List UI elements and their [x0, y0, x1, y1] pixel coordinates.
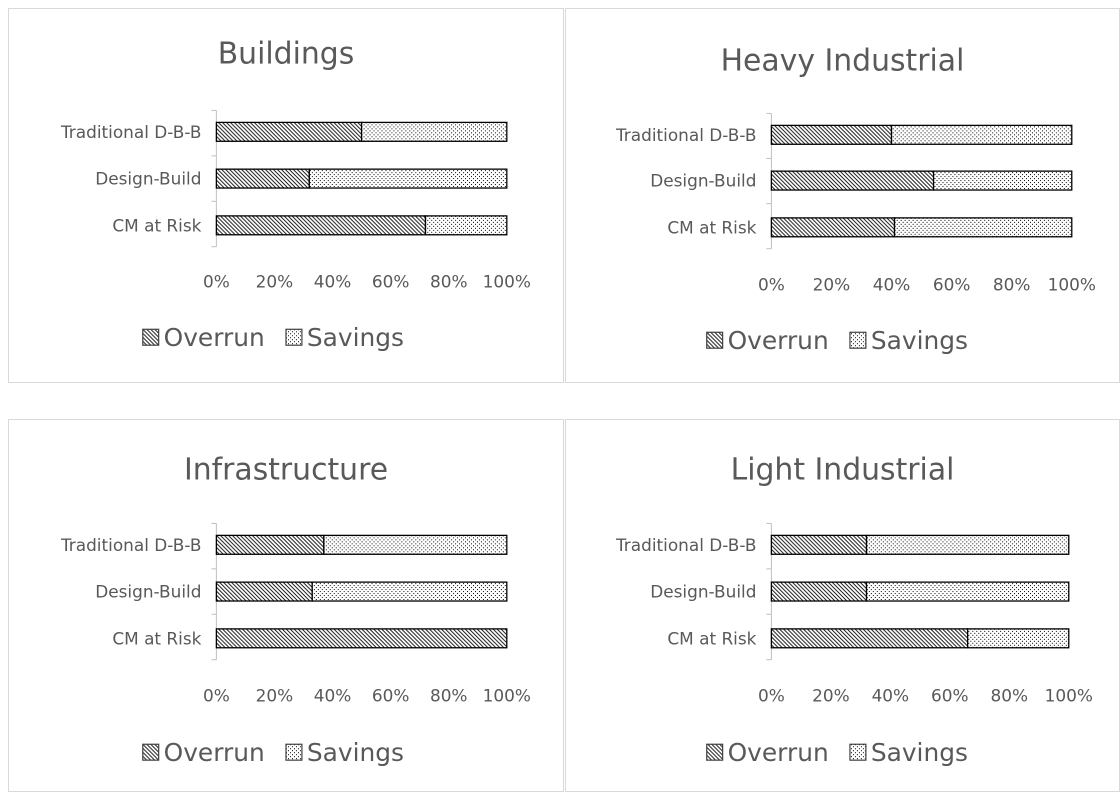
- legend-swatch-overrun: [706, 743, 724, 761]
- legend-label-overrun: Overrun: [164, 738, 265, 767]
- category-label: Design-Build: [95, 582, 201, 602]
- legend-swatch-savings: [285, 328, 303, 346]
- chart-svg: Infrastructure Traditional D-B-B Design-Bu…: [60, 453, 531, 767]
- legend-label-overrun: Overrun: [728, 738, 829, 767]
- x-tick-label: 60%: [933, 274, 971, 294]
- bar-savings-traditional-d-b-b: [360, 121, 508, 142]
- chart-title: Light Industrial: [731, 453, 955, 488]
- x-tick-label: 40%: [314, 272, 352, 292]
- category-label: CM at Risk: [112, 215, 201, 235]
- legend-swatch-savings: [849, 743, 867, 761]
- legend-swatch-savings: [849, 331, 867, 349]
- category-label: CM at Risk: [112, 628, 201, 648]
- bar-overrun-traditional-d-b-b: [770, 534, 868, 555]
- bar-savings-design-build: [932, 170, 1073, 191]
- chart-title: Infrastructure: [184, 453, 388, 488]
- bar-savings-design-build: [865, 581, 1070, 602]
- bar-overrun-traditional-d-b-b: [770, 124, 893, 145]
- bar-savings-traditional-d-b-b: [323, 534, 508, 555]
- chart-svg: Heavy Industrial Traditional D-B-B Design-…: [615, 44, 1096, 356]
- bar-savings-traditional-d-b-b: [865, 534, 1070, 555]
- category-label: Traditional D-B-B: [615, 535, 756, 555]
- x-tick-label: 0%: [203, 272, 230, 292]
- bar-overrun-traditional-d-b-b: [215, 534, 325, 555]
- bar-overrun-cm-at-risk: [215, 628, 508, 649]
- bar-overrun-design-build: [215, 168, 310, 189]
- bar-overrun-cm-at-risk: [215, 215, 427, 236]
- x-tick-label: 80%: [991, 685, 1029, 705]
- x-tick-label: 100%: [1048, 274, 1096, 294]
- legend-label-overrun: Overrun: [164, 323, 265, 352]
- chart-panel-light-industrial: Light Industrial Traditional D-B-B Design-…: [565, 419, 1120, 792]
- chart-title: Buildings: [218, 37, 355, 72]
- bar-savings-traditional-d-b-b: [890, 124, 1073, 145]
- legend-swatch-savings: [285, 743, 303, 761]
- bar-overrun-design-build: [215, 581, 313, 602]
- bar-savings-cm-at-risk: [424, 215, 508, 236]
- legend-label-savings: Savings: [307, 323, 404, 352]
- category-label: Traditional D-B-B: [60, 535, 201, 555]
- legend-swatch-overrun: [142, 743, 160, 761]
- bar-overrun-design-build: [770, 581, 868, 602]
- bar-savings-design-build: [311, 581, 508, 602]
- x-tick-label: 80%: [430, 272, 468, 292]
- x-tick-label: 40%: [314, 685, 352, 705]
- chart-panel-infrastructure: Infrastructure Traditional D-B-B Design-Bu…: [8, 419, 564, 792]
- chart-panel-heavy-industrial: Heavy Industrial Traditional D-B-B Design-…: [565, 8, 1120, 383]
- category-label: Design-Build: [650, 171, 756, 191]
- chart-panel-buildings: Buildings Traditional D-B-B Design-Build CM…: [8, 8, 564, 383]
- legend-label-savings: Savings: [871, 326, 968, 355]
- category-label: Design-Build: [95, 169, 201, 189]
- bar-overrun-traditional-d-b-b: [215, 121, 363, 142]
- category-label: CM at Risk: [667, 217, 756, 237]
- x-tick-label: 60%: [372, 272, 410, 292]
- legend-label-savings: Savings: [871, 738, 968, 767]
- chart-title: Heavy Industrial: [721, 44, 965, 79]
- x-tick-label: 40%: [872, 685, 910, 705]
- legend-label-overrun: Overrun: [728, 326, 829, 355]
- x-tick-label: 20%: [256, 685, 294, 705]
- x-tick-label: 100%: [483, 685, 531, 705]
- x-tick-label: 20%: [812, 685, 850, 705]
- category-label: CM at Risk: [667, 628, 756, 648]
- chart-svg: Buildings Traditional D-B-B Design-Build CM…: [60, 37, 531, 352]
- x-tick-label: 0%: [203, 685, 230, 705]
- category-label: Design-Build: [650, 582, 756, 602]
- legend-label-savings: Savings: [307, 738, 404, 767]
- x-tick-label: 80%: [993, 274, 1031, 294]
- x-tick-label: 20%: [813, 274, 851, 294]
- bar-savings-cm-at-risk: [893, 217, 1073, 238]
- x-tick-label: 100%: [483, 272, 531, 292]
- x-tick-label: 0%: [758, 274, 785, 294]
- legend-swatch-overrun: [706, 331, 724, 349]
- bar-savings-cm-at-risk: [967, 628, 1070, 649]
- x-tick-label: 60%: [372, 685, 410, 705]
- x-tick-label: 100%: [1045, 685, 1093, 705]
- legend-swatch-overrun: [142, 328, 160, 346]
- x-tick-label: 60%: [931, 685, 969, 705]
- bar-overrun-design-build: [770, 170, 935, 191]
- chart-svg: Light Industrial Traditional D-B-B Design-…: [615, 453, 1093, 767]
- x-tick-label: 20%: [256, 272, 294, 292]
- category-label: Traditional D-B-B: [60, 122, 201, 142]
- bar-overrun-cm-at-risk: [770, 217, 896, 238]
- category-label: Traditional D-B-B: [615, 125, 756, 145]
- bar-overrun-cm-at-risk: [770, 628, 969, 649]
- x-tick-label: 40%: [873, 274, 911, 294]
- x-tick-label: 80%: [430, 685, 468, 705]
- x-tick-label: 0%: [758, 685, 785, 705]
- bar-savings-design-build: [308, 168, 508, 189]
